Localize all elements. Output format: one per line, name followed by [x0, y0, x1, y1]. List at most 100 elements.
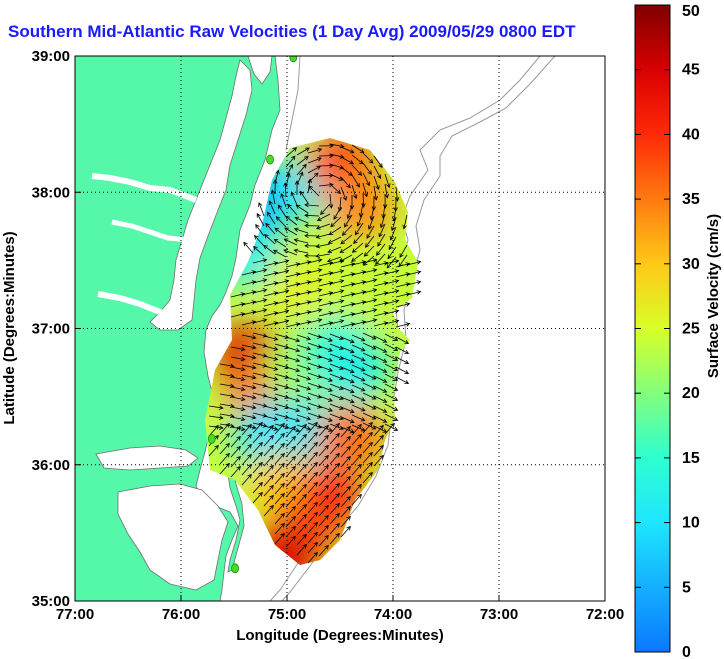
velocity-arrow-head	[304, 253, 309, 259]
velocity-arrow	[219, 423, 234, 427]
velocity-arrow	[355, 222, 364, 235]
velocity-arrow-head	[306, 260, 312, 265]
velocity-arrow-head	[280, 482, 285, 488]
velocity-arrow-head	[313, 421, 318, 427]
colorbar-tick-label: 20	[682, 385, 700, 402]
velocity-arrow	[252, 432, 263, 444]
velocity-arrow-head	[283, 182, 288, 187]
velocity-arrow	[365, 235, 375, 248]
velocity-arrow-head	[240, 386, 246, 392]
velocity-arrow-head	[262, 268, 268, 273]
velocity-arrow-head	[295, 407, 301, 413]
velocity-arrow	[307, 352, 322, 358]
velocity-arrow	[318, 415, 333, 422]
velocity-arrow-head	[317, 354, 323, 359]
velocity-arrow-head	[247, 453, 252, 459]
colorbar-tick-label: 35	[682, 191, 700, 208]
velocity-arrow	[329, 320, 344, 325]
velocity-arrow-head	[357, 463, 362, 469]
velocity-arrow	[362, 172, 370, 186]
velocity-arrow	[274, 310, 289, 315]
velocity-arrow-head	[302, 423, 307, 429]
velocity-arrow	[285, 486, 296, 498]
velocity-arrow	[327, 246, 342, 253]
velocity-arrow-head	[328, 367, 333, 372]
colorbar-tick-label: 5	[682, 579, 691, 596]
velocity-arrow-head	[335, 522, 340, 528]
velocity-arrow	[368, 215, 375, 230]
velocity-arrow-head	[371, 425, 377, 430]
velocity-arrow-head	[335, 452, 340, 458]
velocity-arrow-head	[304, 213, 309, 218]
velocity-arrow	[384, 280, 399, 285]
velocity-arrow-head	[315, 234, 321, 239]
velocity-arrow-head	[253, 245, 258, 251]
velocity-arrow	[274, 503, 285, 515]
velocity-arrow	[329, 226, 342, 236]
velocity-arrow	[329, 503, 340, 515]
y-axis-label: Latitude (Degrees:Minutes)	[1, 231, 18, 424]
velocity-arrow-head	[366, 234, 371, 239]
velocity-arrow-head	[324, 524, 329, 530]
velocity-arrow-head	[388, 245, 393, 250]
velocity-arrow-head	[291, 525, 296, 531]
velocity-arrow-head	[313, 511, 318, 517]
velocity-arrow	[241, 394, 256, 399]
velocity-arrow-head	[382, 398, 388, 403]
velocity-arrow-head	[295, 312, 301, 317]
velocity-arrow-head	[317, 308, 323, 313]
velocity-arrow-head	[346, 485, 351, 491]
velocity-arrow	[285, 516, 296, 528]
york-james-river	[97, 291, 179, 321]
velocity-arrow-head	[363, 252, 369, 257]
velocity-arrow	[333, 206, 342, 220]
velocity-arrow	[380, 213, 386, 228]
velocity-arrow-head	[382, 368, 388, 373]
velocity-arrow	[274, 260, 289, 265]
velocity-arrow-head	[295, 357, 301, 363]
velocity-arrow-head	[280, 193, 285, 198]
velocity-arrow-head	[324, 444, 329, 450]
x-tick-label: 75:00	[268, 606, 306, 623]
velocity-arrow-head	[262, 343, 268, 348]
velocity-arrow	[329, 523, 340, 535]
velocity-arrow	[230, 366, 245, 371]
velocity-arrow	[376, 243, 386, 256]
velocity-arrow-head	[262, 353, 268, 358]
velocity-arrow-head	[240, 346, 246, 352]
velocity-arrow	[296, 281, 311, 286]
velocity-arrow-head	[357, 473, 362, 479]
velocity-arrow	[384, 290, 399, 295]
velocity-arrow	[285, 313, 300, 318]
velocity-arrow	[382, 203, 386, 218]
velocity-arrow-head	[349, 419, 355, 424]
velocity-arrow-head	[393, 386, 399, 391]
velocity-arrow	[351, 154, 364, 165]
velocity-arrow	[357, 212, 364, 227]
velocity-arrow-head	[313, 441, 318, 447]
velocity-arrow	[285, 356, 300, 362]
velocity-arrow-head	[240, 312, 246, 317]
velocity-arrow-head	[349, 409, 355, 414]
velocity-arrow	[273, 249, 287, 258]
velocity-arrow-head	[306, 310, 312, 315]
velocity-arrow	[263, 282, 278, 287]
velocity-arrow-head	[377, 174, 382, 180]
velocity-arrow-head	[328, 321, 334, 326]
velocity-arrow	[296, 524, 307, 536]
velocity-arrow	[395, 336, 409, 344]
velocity-arrow-head	[280, 532, 285, 538]
velocity-arrow-head	[240, 406, 246, 412]
velocity-arrow-head	[394, 289, 400, 294]
velocity-arrow	[340, 323, 355, 328]
velocity-arrow-head	[317, 334, 323, 339]
velocity-arrow	[340, 234, 353, 245]
velocity-arrow-head	[371, 395, 377, 400]
velocity-arrow	[316, 223, 331, 229]
velocity-arrow	[329, 280, 344, 285]
velocity-arrow-head	[255, 224, 260, 229]
velocity-arrow	[274, 533, 285, 545]
velocity-arrow	[299, 191, 309, 204]
velocity-arrow	[241, 414, 256, 419]
velocity-arrow	[318, 455, 329, 467]
